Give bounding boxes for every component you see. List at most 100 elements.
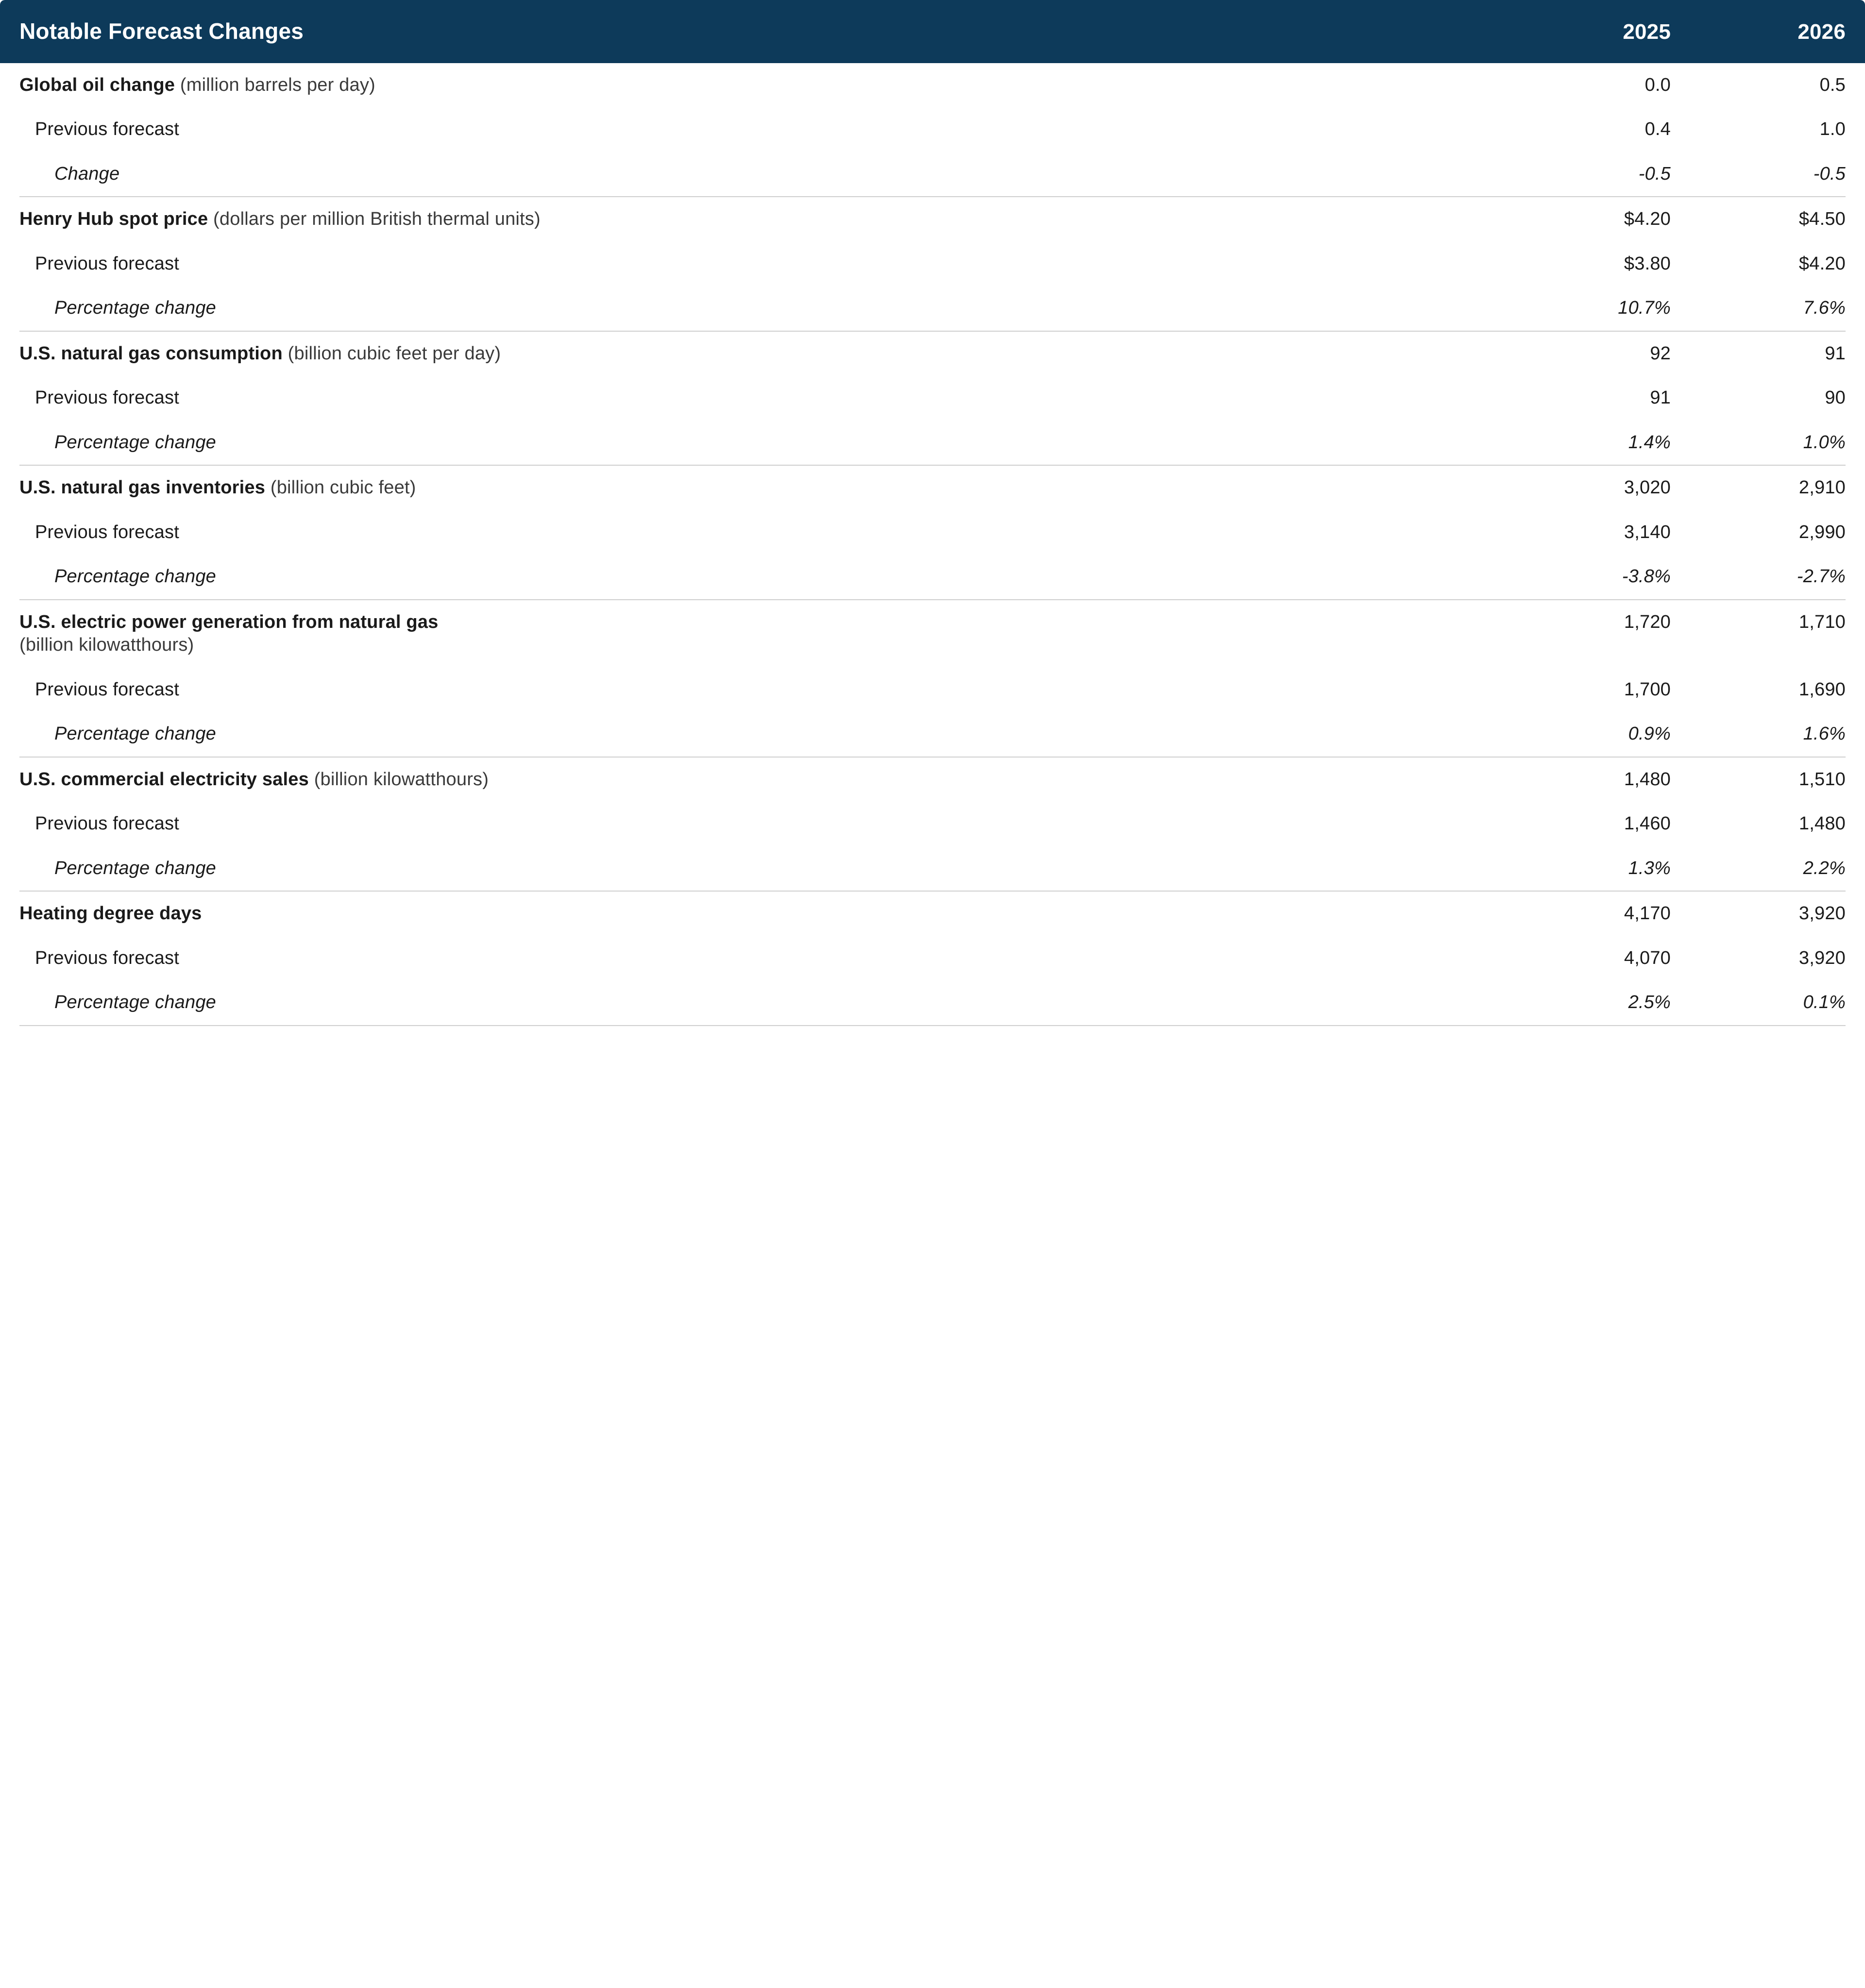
- previous-forecast-value: $4.20: [1680, 253, 1846, 276]
- metric-value: 3,020: [1506, 476, 1671, 500]
- metric-row: U.S. electric power generation from natu…: [19, 600, 1846, 668]
- delta-label: Change: [19, 163, 1496, 186]
- delta-value: 2.2%: [1680, 857, 1846, 880]
- previous-forecast-row: Previous forecast$3.80$4.20: [19, 242, 1846, 286]
- delta-value: 1.4%: [1506, 431, 1671, 455]
- table-body: Global oil change (million barrels per d…: [19, 63, 1846, 1026]
- metric-name: Heating degree days: [19, 903, 202, 924]
- delta-row: Percentage change 2.5% 0.1%: [19, 980, 1846, 1026]
- metric-label: U.S. natural gas inventories (billion cu…: [19, 476, 1496, 500]
- metric-value: $4.50: [1680, 208, 1846, 231]
- delta-label: Percentage change: [19, 991, 1496, 1014]
- metric-name: U.S. commercial electricity sales: [19, 769, 309, 790]
- delta-value: 1.3%: [1506, 857, 1671, 880]
- metric-label: U.S. natural gas consumption (billion cu…: [19, 342, 1496, 366]
- metric-label: U.S. commercial electricity sales (billi…: [19, 768, 1496, 792]
- metric-value: 1,510: [1680, 768, 1846, 792]
- previous-forecast-value: 0.4: [1506, 118, 1671, 141]
- metric-name: U.S. electric power generation from natu…: [19, 612, 439, 632]
- delta-value: 2.5%: [1506, 991, 1671, 1014]
- metric-name: Henry Hub spot price: [19, 209, 208, 229]
- previous-forecast-value: 4,070: [1506, 947, 1671, 970]
- metric-unit: (billion cubic feet): [265, 477, 416, 498]
- previous-forecast-row: Previous forecast 1,460 1,480: [19, 802, 1846, 846]
- delta-value: -2.7%: [1680, 565, 1846, 589]
- previous-forecast-value: $3.80: [1506, 253, 1671, 276]
- metric-row: U.S. natural gas inventories (billion cu…: [19, 466, 1846, 510]
- previous-forecast-label: Previous forecast: [19, 118, 1496, 141]
- previous-forecast-value: 2,990: [1680, 521, 1846, 544]
- metric-value: 0.0: [1506, 74, 1671, 97]
- previous-forecast-value: 1,700: [1506, 678, 1671, 702]
- previous-forecast-row: Previous forecast 4,070 3,920: [19, 936, 1846, 981]
- delta-value: -3.8%: [1506, 565, 1671, 589]
- previous-forecast-row: Previous forecast9190: [19, 376, 1846, 421]
- metric-name: Global oil change: [19, 75, 175, 95]
- table-title: Notable Forecast Changes: [19, 17, 1496, 46]
- previous-forecast-label: Previous forecast: [19, 387, 1496, 410]
- metric-label: Global oil change (million barrels per d…: [19, 74, 1496, 97]
- metric-name: U.S. natural gas inventories: [19, 477, 265, 498]
- metric-value: 1,480: [1506, 768, 1671, 792]
- delta-label: Percentage change: [19, 857, 1496, 880]
- metric-row: Heating degree days 4,170 3,920: [19, 892, 1846, 936]
- metric-value: 92: [1506, 342, 1671, 366]
- delta-value: 7.6%: [1680, 297, 1846, 320]
- metric-row: Henry Hub spot price (dollars per millio…: [19, 197, 1846, 242]
- previous-forecast-row: Previous forecast 3,140 2,990: [19, 510, 1846, 555]
- metric-value: 1,720: [1506, 611, 1671, 634]
- table-header-row: Notable Forecast Changes 2025 2026: [0, 0, 1865, 63]
- previous-forecast-value: 1,480: [1680, 812, 1846, 836]
- metric-label: U.S. electric power generation from natu…: [19, 611, 1496, 657]
- table-header-year-1: 2026: [1680, 18, 1846, 45]
- metric-value: 1,710: [1680, 611, 1846, 634]
- previous-forecast-label: Previous forecast: [19, 521, 1496, 544]
- metric-value: 2,910: [1680, 476, 1846, 500]
- metric-unit: (billion kilowatthours): [19, 634, 1496, 657]
- metric-value: 91: [1680, 342, 1846, 366]
- delta-value: 0.1%: [1680, 991, 1846, 1014]
- delta-label: Percentage change: [19, 297, 1496, 320]
- metric-row: U.S. commercial electricity sales (billi…: [19, 758, 1846, 802]
- metric-value: 4,170: [1506, 902, 1671, 926]
- previous-forecast-value: 1,690: [1680, 678, 1846, 702]
- delta-value: 1.6%: [1680, 723, 1846, 746]
- metric-row: Global oil change (million barrels per d…: [19, 63, 1846, 108]
- metric-unit: (billion kilowatthours): [309, 769, 489, 790]
- metric-value: 3,920: [1680, 902, 1846, 926]
- delta-row: Percentage change 1.3% 2.2%: [19, 846, 1846, 892]
- metric-row: U.S. natural gas consumption (billion cu…: [19, 332, 1846, 376]
- metric-value: $4.20: [1506, 208, 1671, 231]
- previous-forecast-value: 3,140: [1506, 521, 1671, 544]
- previous-forecast-value: 91: [1506, 387, 1671, 410]
- metric-unit: (dollars per million British thermal uni…: [208, 209, 541, 229]
- metric-name: U.S. natural gas consumption: [19, 343, 283, 364]
- previous-forecast-row: Previous forecast 1,700 1,690: [19, 668, 1846, 712]
- delta-row: Percentage change 10.7% 7.6%: [19, 286, 1846, 332]
- previous-forecast-row: Previous forecast 0.4 1.0: [19, 107, 1846, 152]
- previous-forecast-value: 1.0: [1680, 118, 1846, 141]
- delta-label: Percentage change: [19, 565, 1496, 589]
- previous-forecast-value: 3,920: [1680, 947, 1846, 970]
- metric-unit: (billion cubic feet per day): [283, 343, 501, 364]
- delta-value: -0.5: [1506, 163, 1671, 186]
- delta-row: Percentage change -3.8% -2.7%: [19, 555, 1846, 600]
- delta-row: Percentage change 0.9% 1.6%: [19, 712, 1846, 758]
- delta-value: 10.7%: [1506, 297, 1671, 320]
- delta-value: 1.0%: [1680, 431, 1846, 455]
- metric-value: 0.5: [1680, 74, 1846, 97]
- previous-forecast-label: Previous forecast: [19, 812, 1496, 836]
- delta-value: 0.9%: [1506, 723, 1671, 746]
- previous-forecast-label: Previous forecast: [19, 678, 1496, 702]
- forecast-changes-table: Notable Forecast Changes 2025 2026 Globa…: [0, 0, 1865, 1045]
- table-header-year-0: 2025: [1506, 18, 1671, 45]
- metric-label: Henry Hub spot price (dollars per millio…: [19, 208, 1496, 231]
- delta-row: Percentage change1.4%1.0%: [19, 421, 1846, 466]
- metric-unit: (million barrels per day): [175, 75, 375, 95]
- delta-value: -0.5: [1680, 163, 1846, 186]
- previous-forecast-label: Previous forecast: [19, 947, 1496, 970]
- delta-label: Percentage change: [19, 723, 1496, 746]
- delta-row: Change -0.5 -0.5: [19, 152, 1846, 198]
- metric-label: Heating degree days: [19, 902, 1496, 926]
- previous-forecast-value: 1,460: [1506, 812, 1671, 836]
